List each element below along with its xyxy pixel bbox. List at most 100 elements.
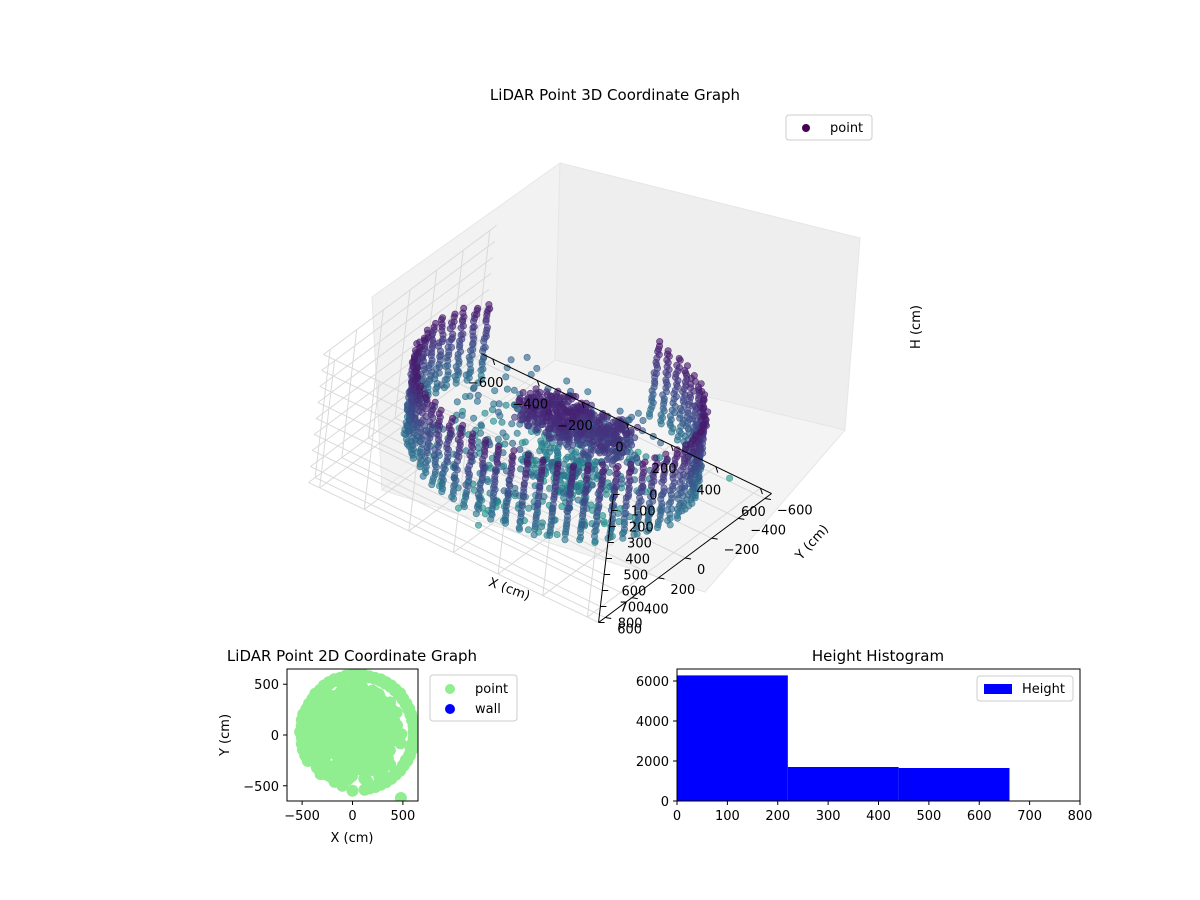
data-point-3d [454, 435, 462, 443]
data-point-3d [431, 468, 439, 476]
data-point-3d [673, 361, 681, 369]
data-point-3d [515, 524, 523, 532]
tick-label-histogram-x: 800 [1068, 809, 1093, 824]
data-point-3d [553, 530, 561, 538]
data-point-3d [523, 456, 531, 464]
data-point-3d [474, 521, 482, 529]
data-point-3d [417, 419, 425, 427]
data-point-3d [681, 366, 689, 374]
tick-label-3d-h: 800 [618, 616, 643, 631]
tick-3d-x [759, 487, 763, 495]
chart-3d-legend[interactable]: point [785, 114, 873, 141]
data-point-3d [664, 516, 672, 524]
data-point-3d [545, 424, 553, 432]
tick-label-histogram-x: 600 [967, 809, 992, 824]
data-point-3d [612, 483, 620, 491]
data-point-3d [676, 410, 684, 418]
data-point-3d [563, 516, 571, 524]
data-point-3d [433, 430, 441, 438]
data-point-3d [513, 429, 521, 437]
data-point-3d [410, 386, 418, 394]
data-point-3d [453, 451, 461, 459]
data-point-2d [346, 784, 359, 797]
data-point-3d [700, 412, 708, 420]
tick-label-3d-x: 600 [741, 505, 766, 520]
data-point-3d [610, 430, 618, 438]
data-point-3d [502, 373, 510, 381]
data-point-3d [562, 406, 570, 414]
data-point-3d [462, 371, 470, 379]
data-point-3d [555, 412, 563, 420]
chart-2d-legend[interactable]: point wall [429, 674, 518, 722]
tick-3d-y [711, 537, 718, 540]
histogram-legend[interactable]: Height [976, 675, 1074, 702]
data-point-3d [516, 517, 524, 525]
data-point-3d [562, 522, 570, 530]
tick-label-histogram-x: 400 [866, 809, 891, 824]
chart-2d-xlabel: X (cm) [331, 831, 374, 846]
gridline-3d-floor-x [587, 487, 761, 618]
data-point-3d [476, 480, 484, 488]
data-point-3d [474, 391, 482, 399]
data-point-3d [666, 487, 674, 495]
tick-3d-y [658, 577, 665, 580]
data-point-3d [481, 409, 489, 417]
data-point-3d [443, 353, 451, 361]
data-point-3d [640, 468, 648, 476]
data-point-3d [481, 510, 489, 518]
data-point-3d [490, 484, 498, 492]
data-point-3d [609, 440, 617, 448]
data-point-3d [633, 454, 641, 462]
chart-3d-zlabel: H (cm) [909, 305, 924, 349]
data-point-3d [551, 488, 559, 496]
data-point-3d [436, 352, 444, 360]
data-point-3d [416, 384, 424, 392]
data-point-3d [682, 422, 690, 430]
tick-3d-x [626, 423, 630, 430]
data-point-3d [726, 474, 734, 482]
data-point-3d [568, 453, 576, 461]
gridline-3d-back-h [313, 434, 605, 575]
data-point-3d [664, 506, 672, 514]
tick-label-histogram-x: 300 [816, 809, 841, 824]
data-point-3d [505, 476, 513, 484]
data-point-3d [551, 482, 559, 490]
data-point-3d [458, 411, 466, 419]
tick-label-histogram-y: 4000 [636, 715, 669, 730]
chart-3d-title: LiDAR Point 3D Coordinate Graph [490, 86, 740, 104]
gridline-3d-back-h [310, 466, 601, 607]
data-point-3d [421, 453, 429, 461]
tick-label-2d-y: −500 [243, 780, 279, 795]
data-point-3d [459, 322, 467, 330]
tick-label-3d-h: 600 [621, 584, 646, 599]
data-point-3d [431, 458, 439, 466]
data-point-3d [411, 376, 419, 384]
data-point-3d [420, 334, 428, 342]
data-point-3d [600, 518, 608, 526]
data-point-3d [552, 418, 560, 426]
data-point-3d [639, 482, 647, 490]
data-point-3d [622, 502, 630, 510]
data-point-3d [523, 411, 531, 419]
data-point-3d [579, 507, 587, 515]
data-point-3d [671, 373, 679, 381]
data-point-3d [516, 445, 524, 453]
tick-3d-y [764, 497, 771, 500]
data-point-3d [662, 376, 670, 384]
tick-label-3d-y: −200 [724, 543, 760, 558]
data-point-3d [653, 524, 661, 532]
tick-label-3d-x: −200 [557, 419, 593, 434]
data-point-2d [394, 792, 407, 801]
data-point-3d [473, 310, 481, 318]
chart-2d-legend-point-label: point [475, 682, 508, 697]
data-point-3d [545, 448, 553, 456]
data-point-3d [677, 466, 685, 474]
data-point-3d [438, 481, 446, 489]
data-point-3d [466, 451, 474, 459]
tick-label-3d-h: 400 [625, 552, 650, 567]
histogram-legend-marker [984, 684, 1012, 694]
data-point-3d [573, 457, 581, 465]
data-point-3d [653, 460, 661, 468]
data-point-3d [410, 426, 418, 434]
data-point-3d [486, 305, 494, 313]
